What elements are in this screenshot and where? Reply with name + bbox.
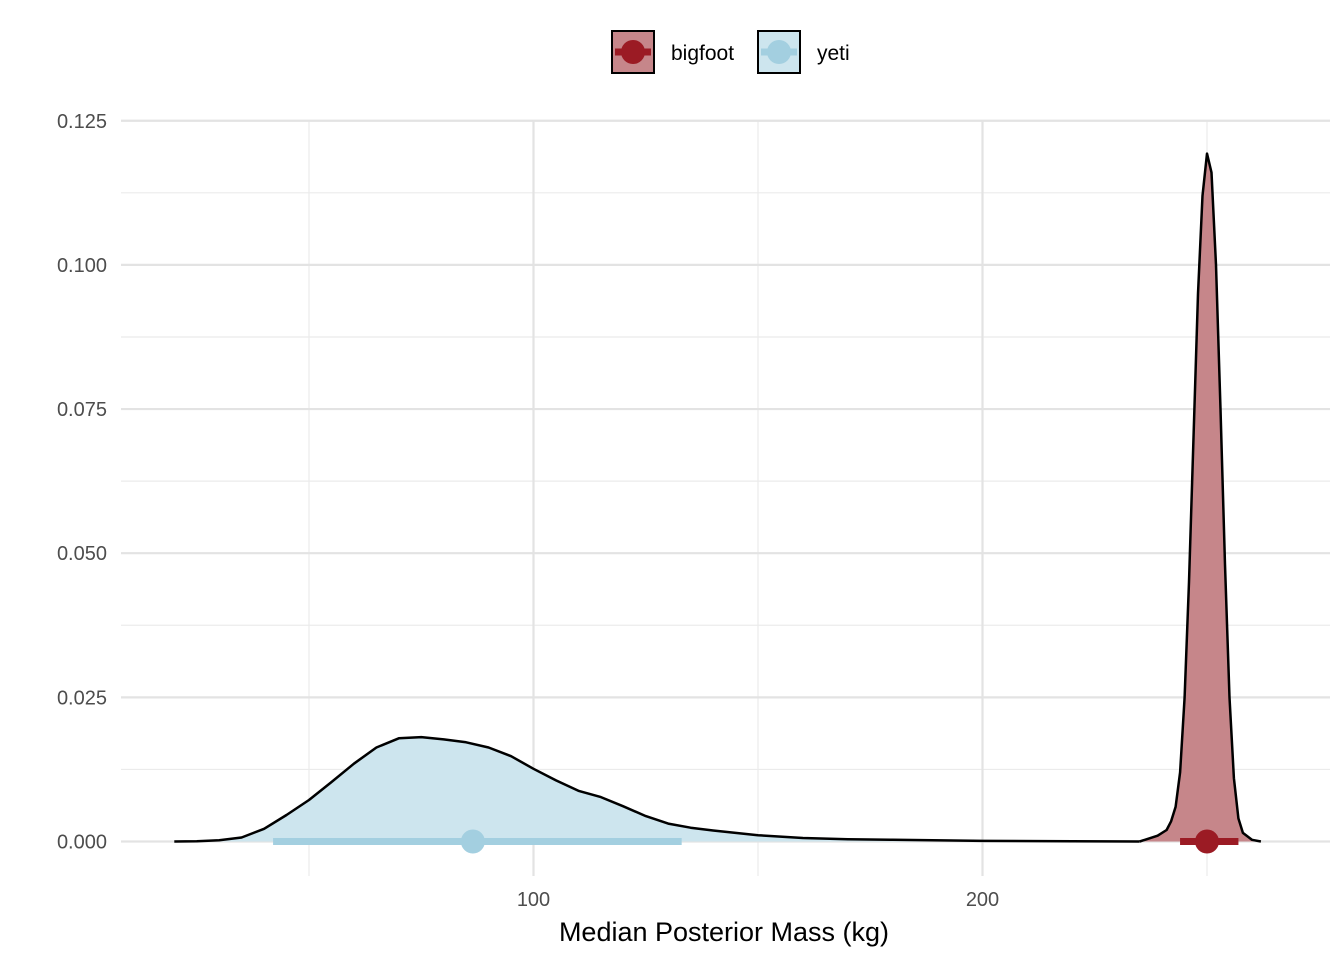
density-area-yeti — [174, 737, 1140, 842]
y-tick-label: 0.075 — [57, 399, 107, 421]
minor-gridlines — [121, 120, 1330, 876]
density-series-layer — [174, 152, 1262, 843]
point-interval-layer — [273, 829, 1239, 854]
x-tick-label: 200 — [966, 889, 999, 911]
y-tick-label: 0.125 — [57, 111, 107, 133]
y-tick-label: 0.100 — [57, 255, 107, 277]
density-area-bigfoot — [1139, 153, 1261, 842]
y-axis-tick-labels: 0.000 0.025 0.050 0.075 0.100 0.125 — [57, 111, 107, 854]
y-tick-label: 0.000 — [57, 832, 107, 854]
point-estimate-bigfoot — [1195, 829, 1219, 854]
x-axis-title: Median Posterior Mass (kg) — [559, 917, 889, 947]
x-tick-label: 100 — [517, 889, 550, 911]
density-outline-yeti — [174, 735, 1140, 843]
point-estimate-yeti — [460, 829, 485, 854]
y-tick-label: 0.050 — [57, 543, 107, 565]
y-tick-label: 0.025 — [57, 687, 107, 709]
legend: bigfoot yeti — [611, 30, 850, 74]
legend-key-point-yeti — [767, 40, 791, 64]
x-axis-tick-labels: 100 200 — [517, 889, 999, 911]
density-outline-bigfoot — [1139, 152, 1262, 843]
legend-label-bigfoot: bigfoot — [671, 42, 734, 65]
legend-key-point-bigfoot — [621, 40, 645, 64]
legend-label-yeti: yeti — [817, 42, 850, 65]
major-gridlines — [121, 119, 1330, 876]
